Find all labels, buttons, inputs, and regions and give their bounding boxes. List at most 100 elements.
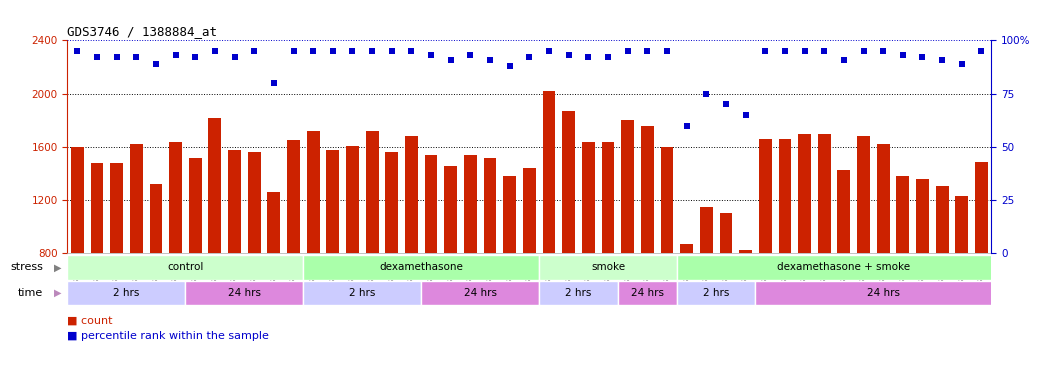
Text: 24 hrs: 24 hrs: [228, 288, 261, 298]
Point: [226, 54, 243, 60]
Bar: [975, 162, 988, 253]
Point: [147, 61, 164, 67]
Bar: [680, 244, 693, 253]
Bar: [110, 163, 122, 253]
Text: GDS3746 / 1388884_at: GDS3746 / 1388884_at: [67, 25, 218, 38]
Bar: [857, 136, 870, 253]
Point: [462, 52, 479, 58]
Point: [954, 61, 971, 67]
Point: [561, 52, 577, 58]
Bar: [602, 142, 614, 253]
Bar: [563, 111, 575, 253]
Text: 24 hrs: 24 hrs: [867, 288, 900, 298]
Bar: [897, 176, 909, 253]
Bar: [700, 207, 713, 253]
Point: [639, 48, 656, 54]
Point: [737, 112, 754, 118]
Point: [659, 48, 676, 54]
Point: [325, 48, 342, 54]
Point: [442, 56, 459, 63]
Text: control: control: [167, 262, 203, 273]
Point: [541, 48, 557, 54]
Point: [914, 54, 931, 60]
Bar: [67, 255, 303, 280]
Bar: [288, 140, 300, 253]
Text: ■ count: ■ count: [67, 316, 113, 326]
Bar: [818, 134, 830, 253]
Point: [364, 48, 381, 54]
Point: [776, 48, 793, 54]
Point: [836, 56, 852, 63]
Bar: [838, 169, 850, 253]
Point: [580, 54, 597, 60]
Bar: [71, 147, 84, 253]
Bar: [877, 144, 890, 253]
Bar: [503, 176, 516, 253]
Point: [88, 54, 105, 60]
Point: [383, 48, 400, 54]
Point: [974, 48, 990, 54]
Point: [167, 52, 184, 58]
Bar: [756, 281, 1011, 305]
Text: stress: stress: [10, 262, 44, 273]
Bar: [622, 120, 634, 253]
Text: ▶: ▶: [54, 262, 61, 273]
Bar: [228, 149, 241, 253]
Text: ■ percentile rank within the sample: ■ percentile rank within the sample: [67, 331, 269, 341]
Bar: [955, 196, 968, 253]
Bar: [539, 255, 677, 280]
Bar: [936, 185, 949, 253]
Bar: [425, 155, 437, 253]
Bar: [130, 144, 142, 253]
Point: [403, 48, 419, 54]
Point: [875, 48, 892, 54]
Bar: [719, 214, 733, 253]
Bar: [209, 118, 221, 253]
Bar: [268, 192, 280, 253]
Point: [521, 54, 538, 60]
Bar: [582, 142, 595, 253]
Point: [128, 54, 144, 60]
Bar: [759, 139, 771, 253]
Text: 2 hrs: 2 hrs: [703, 288, 730, 298]
Point: [796, 48, 813, 54]
Point: [187, 54, 203, 60]
Point: [816, 48, 832, 54]
Point: [678, 122, 694, 129]
Bar: [677, 281, 756, 305]
Point: [698, 91, 714, 97]
Bar: [739, 250, 752, 253]
Point: [305, 48, 322, 54]
Point: [501, 63, 518, 69]
Bar: [444, 166, 457, 253]
Bar: [640, 126, 654, 253]
Point: [482, 56, 498, 63]
Point: [620, 48, 636, 54]
Bar: [523, 168, 536, 253]
Text: 2 hrs: 2 hrs: [113, 288, 140, 298]
Point: [855, 48, 872, 54]
Bar: [303, 281, 421, 305]
Bar: [169, 142, 182, 253]
Bar: [677, 255, 1011, 280]
Point: [757, 48, 773, 54]
Bar: [421, 281, 539, 305]
Bar: [618, 281, 677, 305]
Bar: [303, 255, 539, 280]
Point: [207, 48, 223, 54]
Point: [934, 56, 951, 63]
Point: [600, 54, 617, 60]
Bar: [405, 136, 418, 253]
Text: 2 hrs: 2 hrs: [349, 288, 376, 298]
Bar: [307, 131, 320, 253]
Point: [266, 80, 282, 86]
Bar: [149, 184, 162, 253]
Bar: [326, 149, 339, 253]
Point: [422, 52, 439, 58]
Text: dexamethasone: dexamethasone: [379, 262, 463, 273]
Bar: [917, 179, 929, 253]
Bar: [248, 152, 261, 253]
Bar: [798, 134, 811, 253]
Point: [895, 52, 911, 58]
Bar: [778, 139, 791, 253]
